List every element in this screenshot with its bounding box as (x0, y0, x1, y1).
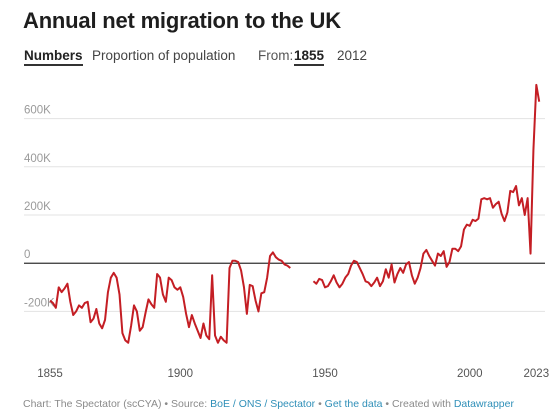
footer-credit: Chart: The Spectator (scCYA) • Source: (23, 398, 211, 410)
proportion-toggle[interactable]: Proportion of population (92, 48, 236, 63)
chart-title: Annual net migration to the UK (23, 8, 341, 33)
footer-created-with: • Created with (382, 398, 454, 410)
datawrapper-link[interactable]: Datawrapper (453, 398, 514, 410)
source-link[interactable]: BoE / ONS / Spectator (210, 398, 316, 410)
x-tick-label: 2000 (457, 368, 483, 380)
x-axis-ticks: 1855 1900 1950 2000 2023 (37, 368, 549, 380)
chart-footer: Chart: The Spectator (scCYA) • Source: B… (23, 398, 514, 410)
get-data-link[interactable]: Get the data (324, 398, 383, 410)
x-tick-label: 1855 (37, 368, 63, 380)
y-tick-label: -200K (24, 297, 55, 309)
from-option-1855[interactable]: 1855 (294, 48, 325, 66)
footer-separator: • (315, 398, 325, 410)
series-line (49, 251, 291, 344)
y-tick-label: 0 (24, 249, 30, 261)
y-tick-label: 600K (24, 105, 51, 117)
y-tick-label: 400K (24, 153, 51, 165)
from-option-2012[interactable]: 2012 (337, 48, 368, 63)
x-tick-label: 1900 (168, 368, 194, 380)
x-tick-label: 1950 (312, 368, 338, 380)
grid-lines (24, 118, 545, 312)
series-lines (49, 83, 541, 344)
from-label: From: (258, 48, 294, 63)
y-tick-label: 200K (24, 201, 51, 213)
y-axis-ticks: 600K 400K 200K 0 -200K (24, 105, 55, 310)
series-line (312, 83, 541, 289)
numbers-toggle[interactable]: Numbers (24, 48, 83, 66)
x-tick-label: 2023 (524, 368, 550, 380)
